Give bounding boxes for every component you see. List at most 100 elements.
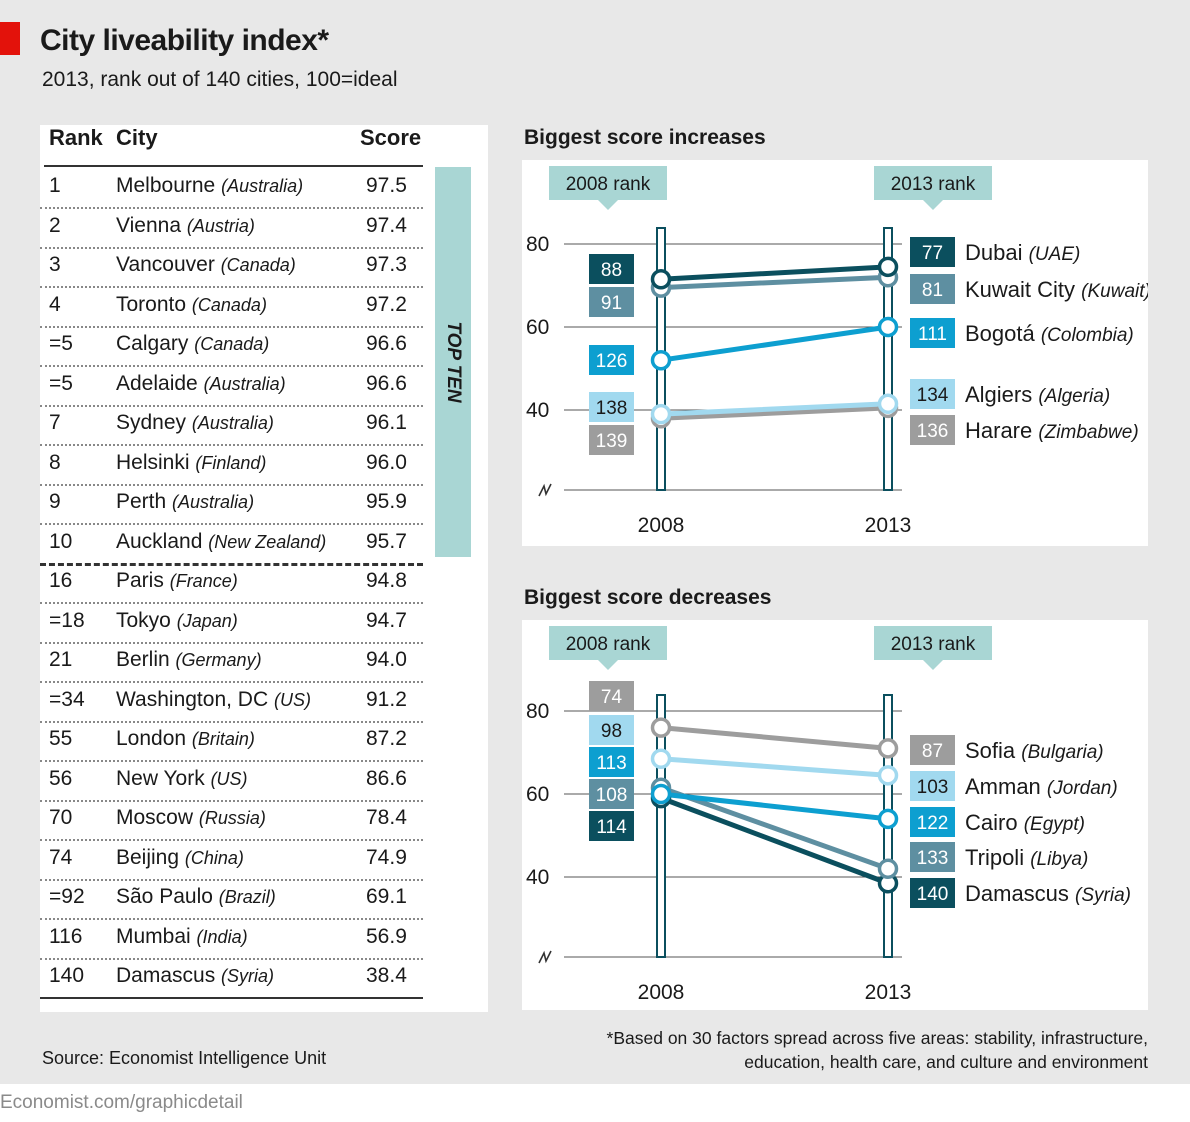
decreases-chart-panel: 2008 rank 2013 rank 40 60 80 2008 2013 74 98 113 1… (522, 620, 1148, 1010)
table-row: 1 Melbourne (Australia) 97.5 (40, 168, 423, 209)
table-row: 116 Mumbai (India) 56.9 (40, 919, 423, 960)
city-country: (New Zealand) (208, 531, 327, 552)
score-cell: 97.3 (366, 253, 407, 276)
city-label: Sofia (Bulgaria) (965, 738, 1104, 763)
rank-2013-tag: 2013 rank (891, 634, 976, 655)
rank-2008-box (589, 681, 634, 711)
y-tick-label: 40 (526, 866, 549, 889)
city-name: Mumbai (116, 924, 191, 948)
rank-cell: 140 (49, 964, 85, 987)
city-cell: London (Britain) (116, 727, 255, 751)
rank-2008-value: 126 (596, 351, 628, 372)
city-cell: Mumbai (India) (116, 925, 248, 949)
data-point (877, 808, 899, 830)
city-cell: São Paulo (Brazil) (116, 885, 276, 909)
rank-2008-box (589, 287, 634, 317)
x-tick-label: 2013 (865, 981, 912, 1004)
rank-2008-value: 113 (596, 753, 626, 774)
rank-cell: 4 (49, 292, 61, 316)
top-ten-label: TOP TEN (443, 321, 464, 403)
city-label: Kuwait City (Kuwait) (965, 277, 1148, 302)
year-bar-2013 (883, 227, 893, 491)
city-name: Beijing (116, 845, 180, 869)
rank-2013-box (910, 318, 955, 348)
rank-2013-value: 136 (917, 421, 949, 442)
city-country: (Russia) (198, 808, 266, 828)
table-row: =92 São Paulo (Brazil) 69.1 (40, 879, 423, 920)
city-label-name: Kuwait City (965, 277, 1081, 302)
score-cell: 87.2 (366, 727, 407, 750)
score-cell: 94.7 (366, 608, 407, 632)
rank-2008-tag-box (549, 626, 667, 660)
score-cell: 78.4 (366, 806, 407, 829)
city-country: (Australia) (172, 492, 255, 512)
city-cell: Washington, DC (US) (116, 688, 311, 712)
rank-2008-tag-pointer (598, 660, 618, 670)
data-point (877, 858, 899, 879)
city-cell: Sydney (Australia) (116, 411, 274, 435)
score-cell: 94.8 (366, 569, 407, 592)
page-title: City liveability index* (40, 24, 329, 57)
data-point (877, 393, 899, 415)
city-cell: Vancouver (Canada) (116, 253, 296, 277)
rank-cell: 56 (49, 766, 73, 790)
header-score: Score (360, 125, 422, 150)
rank-cell: 16 (49, 569, 73, 592)
table-row: 4 Toronto (Canada) 97.2 (40, 287, 423, 328)
data-point (650, 783, 672, 805)
rank-cell: 10 (49, 529, 73, 553)
city-label-name: Bogotá (965, 321, 1041, 346)
city-country: (Finland) (195, 452, 267, 473)
score-cell: 74.9 (366, 845, 407, 869)
rank-2008-tag-pointer (598, 200, 618, 210)
page-subtitle: 2013, rank out of 140 cities, 100=ideal (42, 68, 398, 91)
rank-2013-box (910, 379, 955, 409)
rank-2008-box (589, 715, 634, 745)
score-cell: 86.6 (366, 766, 407, 790)
footnote: *Based on 30 factors spread across five … (508, 1026, 1148, 1074)
footer-band (0, 1084, 1190, 1122)
city-label-name: Dubai (965, 240, 1029, 265)
rank-2008-box (589, 811, 634, 841)
data-point (877, 316, 899, 338)
table-row: 16 Paris (France) 94.8 (40, 563, 423, 604)
header-city: City (116, 125, 158, 150)
city-country: (Brazil) (218, 887, 276, 907)
city-name: Auckland (116, 529, 203, 553)
series-line-tripoli (658, 785, 891, 872)
decreases-chart: 2008 rank 2013 rank 40 60 80 2008 2013 74 98 113 1… (526, 626, 1131, 1004)
city-label: Dubai (UAE) (965, 240, 1080, 265)
city-cell: Calgary (Canada) (116, 332, 269, 356)
footnote-line-1: *Based on 30 factors spread across five … (606, 1028, 1148, 1048)
city-label-country: (Jordan) (1047, 778, 1118, 799)
city-name: Paris (116, 569, 164, 592)
y-tick-label: 80 (526, 233, 549, 256)
rank-cell: 2 (49, 213, 61, 237)
series-line-dubai (658, 264, 891, 282)
table-row: 9 Perth (Australia) 95.9 (40, 484, 423, 525)
rank-2013-value: 111 (918, 324, 947, 345)
table-row: 70 Moscow (Russia) 78.4 (40, 800, 423, 841)
rank-cell: 3 (49, 253, 61, 276)
city-label-name: Damascus (965, 881, 1075, 906)
x-tick-label: 2013 (865, 514, 912, 537)
score-cell: 97.2 (366, 292, 407, 316)
rank-2008-tag: 2008 rank (566, 634, 651, 655)
score-cell: 38.4 (366, 964, 407, 987)
rank-2008-value: 138 (596, 398, 628, 419)
series-line-cairo (658, 791, 891, 822)
rank-cell: 7 (49, 411, 61, 434)
city-cell: Berlin (Germany) (116, 648, 262, 672)
rank-2013-value: 77 (922, 243, 943, 264)
city-country: (Syria) (221, 966, 275, 986)
source-note: Source: Economist Intelligence Unit (42, 1048, 327, 1068)
rank-2008-tag-box (549, 166, 667, 200)
rank-2008-value: 108 (596, 785, 628, 806)
site-url[interactable]: Economist.com/graphicdetail (0, 1092, 243, 1113)
score-cell: 96.6 (366, 371, 407, 395)
rank-2008-value: 98 (601, 721, 622, 742)
city-name: Calgary (116, 332, 189, 355)
rank-2013-tag-box (874, 626, 992, 660)
rank-cell: 74 (49, 845, 73, 869)
rank-cell: 21 (49, 648, 73, 671)
